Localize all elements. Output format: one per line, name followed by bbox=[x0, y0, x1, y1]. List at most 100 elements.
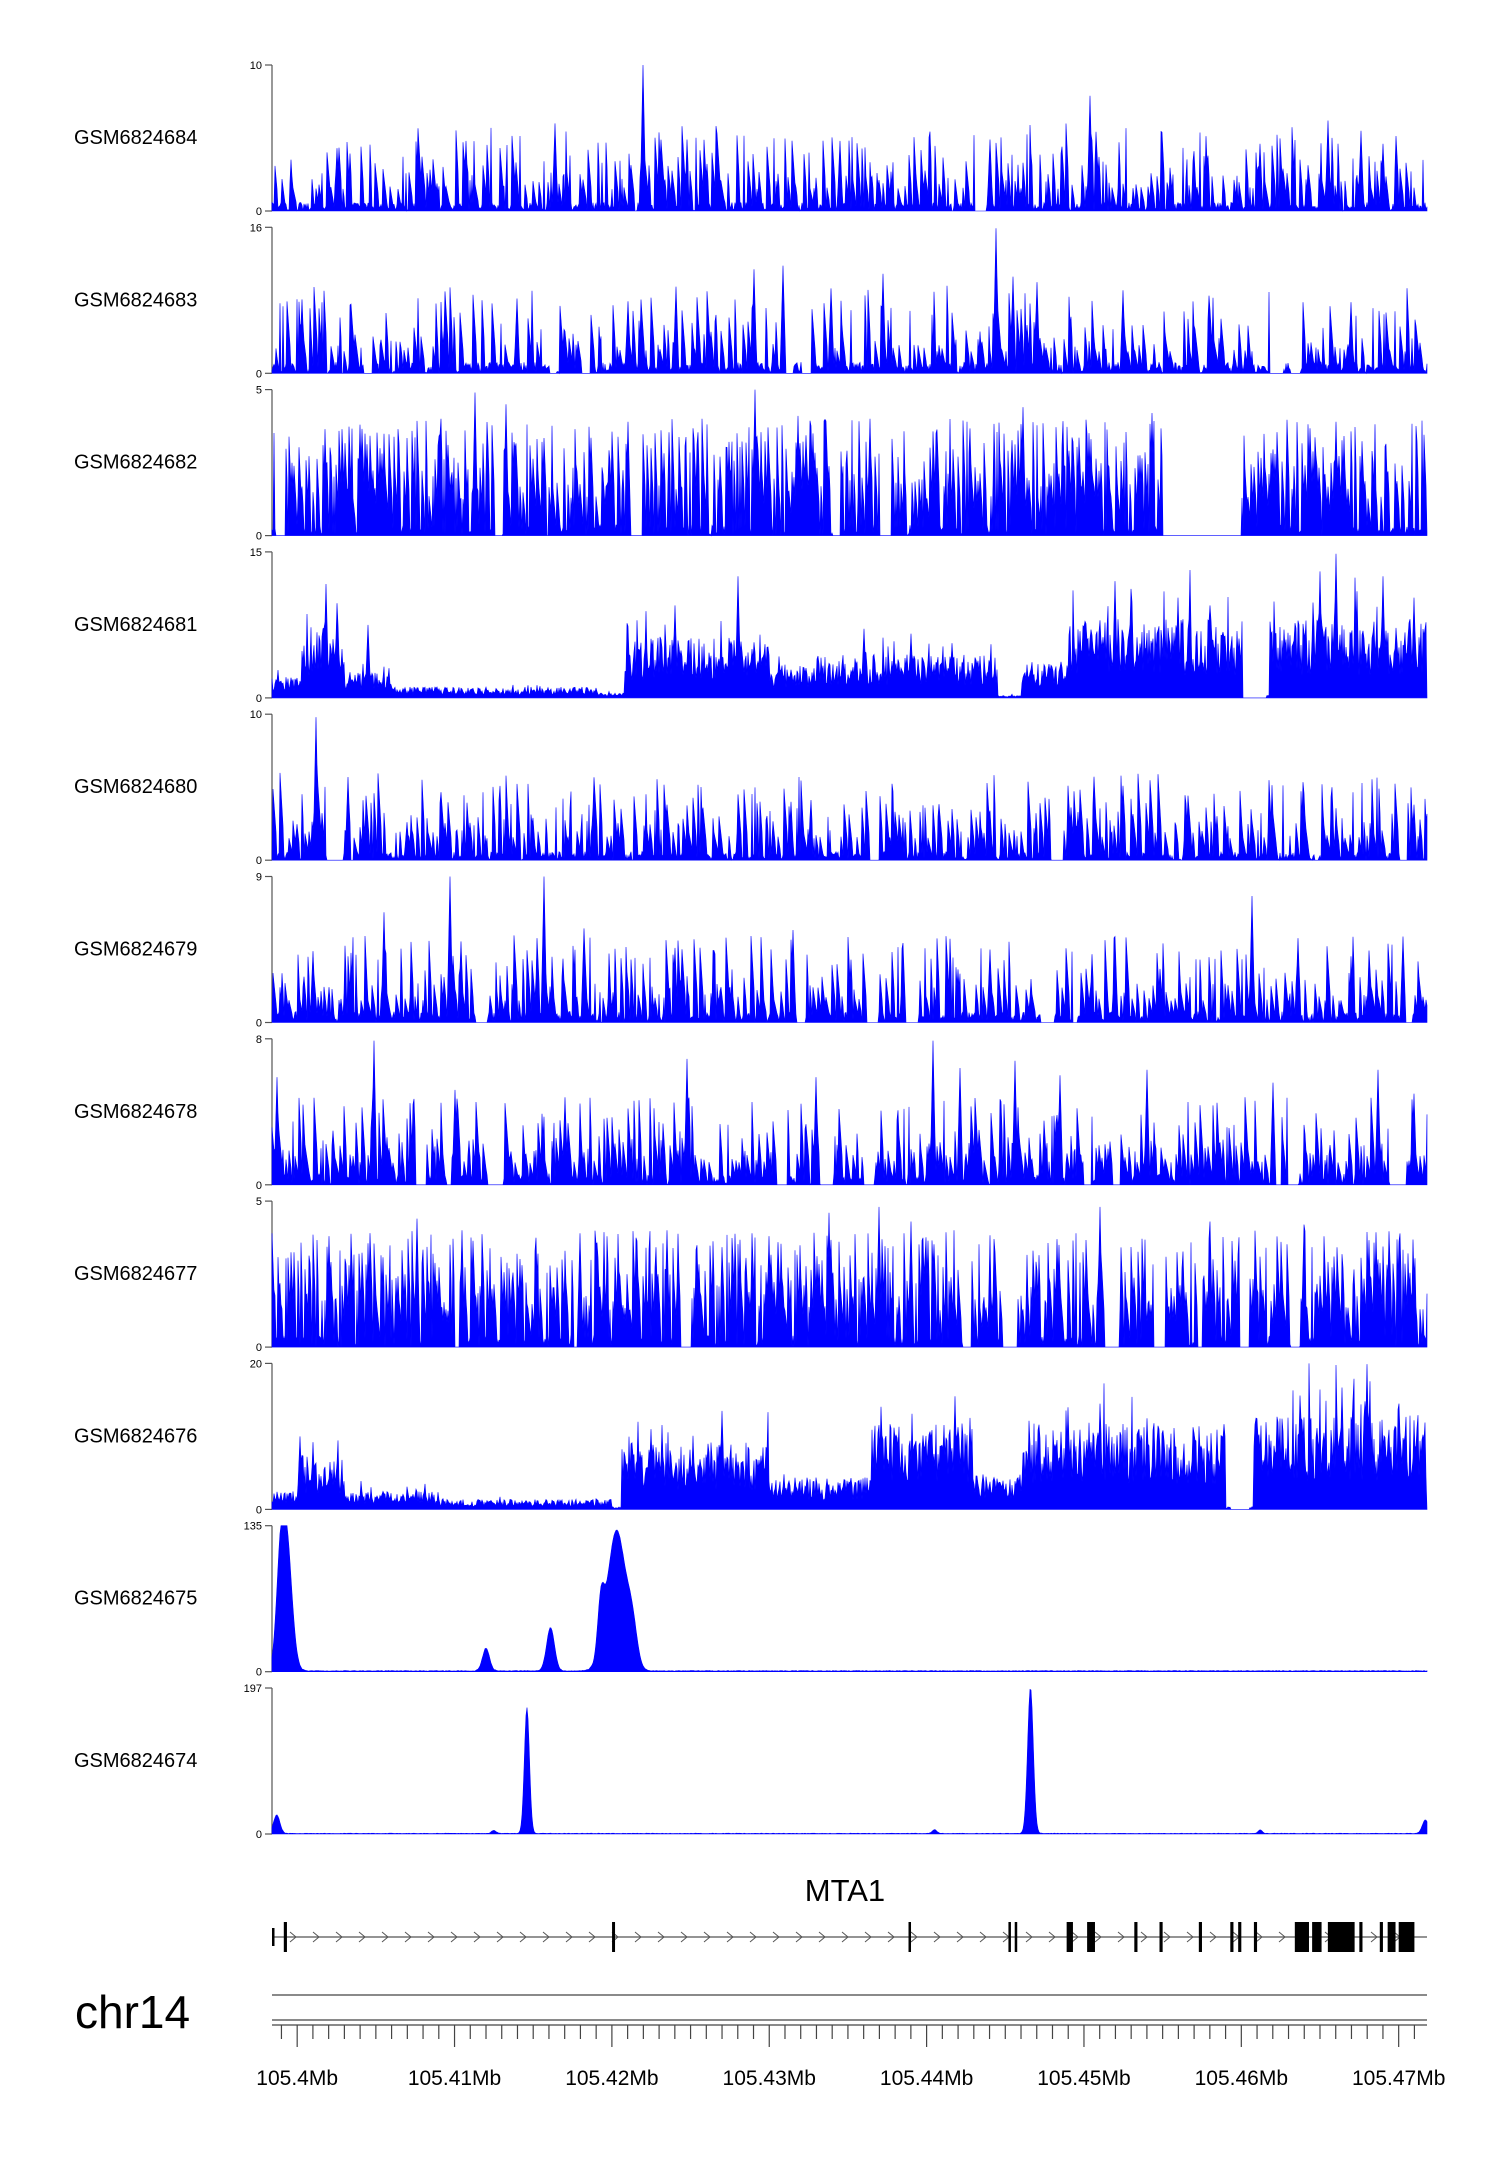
y-tick-label-max: 15 bbox=[250, 547, 262, 559]
genome-axis: chr14 105.4Mb 105.41Mb 105.42Mb 105.43Mb 105… bbox=[75, 1986, 1445, 2090]
axis-tick-label: 105.46Mb bbox=[1195, 2067, 1288, 2090]
signal-area bbox=[271, 1363, 1428, 1510]
strand-arrow bbox=[1140, 1931, 1148, 1943]
strand-arrow bbox=[542, 1931, 550, 1943]
signal-area bbox=[271, 1525, 1428, 1672]
y-tick-label-max: 197 bbox=[244, 1683, 262, 1695]
signal-area bbox=[271, 228, 1428, 375]
track-GSM6824676: GSM6824676 20 0 bbox=[74, 1358, 1428, 1516]
strand-arrow bbox=[956, 1931, 964, 1943]
strand-arrow bbox=[703, 1931, 711, 1943]
strand-arrow bbox=[910, 1931, 918, 1943]
y-tick-label-max: 20 bbox=[250, 1358, 262, 1370]
strand-arrow bbox=[519, 1931, 527, 1943]
track-GSM6824680: GSM6824680 10 0 bbox=[74, 709, 1428, 867]
exon bbox=[1066, 1922, 1073, 1952]
strand-arrow bbox=[749, 1931, 757, 1943]
signal-area bbox=[271, 1206, 1428, 1348]
y-tick-label-min: 0 bbox=[256, 1504, 262, 1516]
strand-arrow bbox=[841, 1931, 849, 1943]
strand-arrow bbox=[358, 1931, 366, 1943]
track-label: GSM6824676 bbox=[74, 1425, 197, 1447]
y-tick-label-min: 0 bbox=[256, 1180, 262, 1192]
track-label: GSM6824678 bbox=[74, 1101, 197, 1123]
track-label: GSM6824674 bbox=[74, 1750, 197, 1772]
track-label: GSM6824677 bbox=[74, 1263, 197, 1285]
strand-arrow bbox=[427, 1931, 435, 1943]
exon bbox=[1134, 1922, 1138, 1952]
signal-area bbox=[271, 1688, 1428, 1835]
y-tick-label-min: 0 bbox=[256, 1829, 262, 1841]
track-GSM6824683: GSM6824683 16 0 bbox=[74, 222, 1428, 380]
track-label: GSM6824684 bbox=[74, 127, 197, 149]
strand-arrow bbox=[312, 1931, 320, 1943]
exon bbox=[1327, 1922, 1355, 1952]
strand-arrow bbox=[404, 1931, 412, 1943]
y-tick-label-min: 0 bbox=[256, 1018, 262, 1030]
y-tick-label-max: 10 bbox=[250, 60, 262, 72]
exon bbox=[908, 1922, 912, 1952]
y-tick-label-max: 16 bbox=[250, 222, 262, 234]
exon bbox=[283, 1922, 287, 1952]
signal-tracks: GSM6824684100GSM6824683160GSM682468250GS… bbox=[74, 60, 1428, 1841]
strand-arrow bbox=[335, 1931, 343, 1943]
exon bbox=[1014, 1922, 1018, 1952]
strand-arrow bbox=[634, 1931, 642, 1943]
exon bbox=[1230, 1922, 1234, 1952]
y-tick-label-min: 0 bbox=[256, 531, 262, 543]
exon bbox=[612, 1922, 616, 1952]
strand-arrow bbox=[1278, 1931, 1286, 1943]
strand-arrow bbox=[473, 1931, 481, 1943]
signal-area bbox=[271, 389, 1428, 537]
strand-arrow bbox=[450, 1931, 458, 1943]
exon bbox=[1253, 1922, 1258, 1952]
track-GSM6824675: GSM6824675 135 0 bbox=[74, 1521, 1428, 1679]
strand-arrow bbox=[1370, 1931, 1378, 1943]
strand-arrow bbox=[565, 1931, 573, 1943]
track-label: GSM6824680 bbox=[74, 776, 197, 798]
gene-annotation-track: MTA1 bbox=[272, 1873, 1427, 1952]
strand-arrow bbox=[680, 1931, 688, 1943]
strand-arrow bbox=[795, 1931, 803, 1943]
y-tick-label-min: 0 bbox=[256, 1342, 262, 1354]
strand-arrow bbox=[818, 1931, 826, 1943]
axis-tick-label: 105.47Mb bbox=[1352, 2067, 1445, 2090]
signal-area bbox=[271, 64, 1428, 212]
strand-arrow bbox=[1025, 1931, 1033, 1943]
track-GSM6824679: GSM6824679 9 0 bbox=[74, 872, 1428, 1030]
track-GSM6824681: GSM6824681 15 0 bbox=[74, 547, 1428, 705]
axis-tick-label: 105.42Mb bbox=[565, 2067, 658, 2090]
strand-arrow bbox=[1071, 1931, 1079, 1943]
exon bbox=[1312, 1922, 1322, 1952]
y-tick-label-max: 5 bbox=[256, 385, 262, 397]
exon bbox=[1159, 1922, 1163, 1952]
track-GSM6824684: GSM6824684 10 0 bbox=[74, 60, 1428, 218]
y-tick-label-min: 0 bbox=[256, 1667, 262, 1679]
axis-ticks: 105.4Mb 105.41Mb 105.42Mb 105.43Mb 105.44Mb 1… bbox=[256, 2024, 1445, 2090]
strand-arrow bbox=[588, 1931, 596, 1943]
exon bbox=[1198, 1922, 1202, 1952]
strand-arrow bbox=[887, 1931, 895, 1943]
strand-arrow bbox=[1209, 1931, 1217, 1943]
exon bbox=[272, 1928, 275, 1946]
strand-arrow bbox=[1094, 1931, 1102, 1943]
chromosome-label: chr14 bbox=[75, 1986, 190, 2038]
y-tick-label-min: 0 bbox=[256, 693, 262, 705]
signal-area bbox=[271, 876, 1428, 1023]
axis-tick-label: 105.44Mb bbox=[880, 2067, 973, 2090]
track-GSM6824677: GSM6824677 5 0 bbox=[74, 1196, 1428, 1354]
exon bbox=[1359, 1922, 1363, 1952]
axis-tick-label: 105.45Mb bbox=[1037, 2067, 1130, 2090]
gene-name-label: MTA1 bbox=[805, 1873, 885, 1908]
exon bbox=[1087, 1922, 1095, 1952]
strand-arrow bbox=[726, 1931, 734, 1943]
strand-arrow bbox=[772, 1931, 780, 1943]
exon bbox=[1379, 1922, 1383, 1952]
strand-arrow bbox=[1117, 1931, 1125, 1943]
strand-arrow bbox=[1048, 1931, 1056, 1943]
track-GSM6824678: GSM6824678 8 0 bbox=[74, 1034, 1428, 1192]
strand-arrow bbox=[289, 1931, 297, 1943]
track-GSM6824674: GSM6824674 197 0 bbox=[74, 1683, 1428, 1841]
strand-arrow bbox=[1255, 1931, 1263, 1943]
y-tick-label-max: 135 bbox=[244, 1521, 262, 1533]
